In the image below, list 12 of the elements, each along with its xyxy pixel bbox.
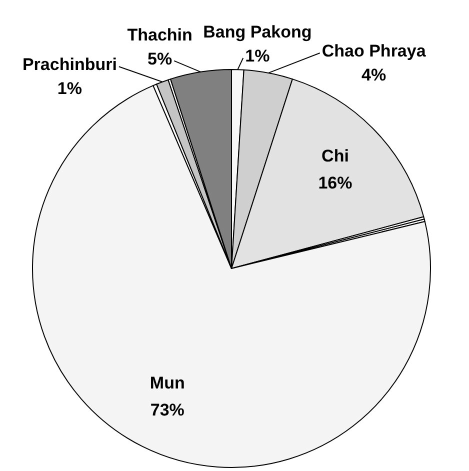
- slice-label: Prachinburi: [22, 55, 117, 74]
- data-label: 73%: [150, 400, 184, 420]
- slice-label: Chi: [322, 146, 349, 166]
- slice-label: Bang Pakong: [203, 22, 312, 42]
- data-label: 1%: [57, 79, 82, 98]
- data-label: 5%: [148, 49, 172, 68]
- slice-label: Thachin: [127, 25, 192, 44]
- slice-label: Chao Phraya: [322, 41, 426, 60]
- data-label: 4%: [362, 65, 386, 84]
- data-label: 1%: [245, 46, 270, 66]
- data-label: 16%: [318, 174, 352, 193]
- slice-label: Mun: [150, 374, 185, 393]
